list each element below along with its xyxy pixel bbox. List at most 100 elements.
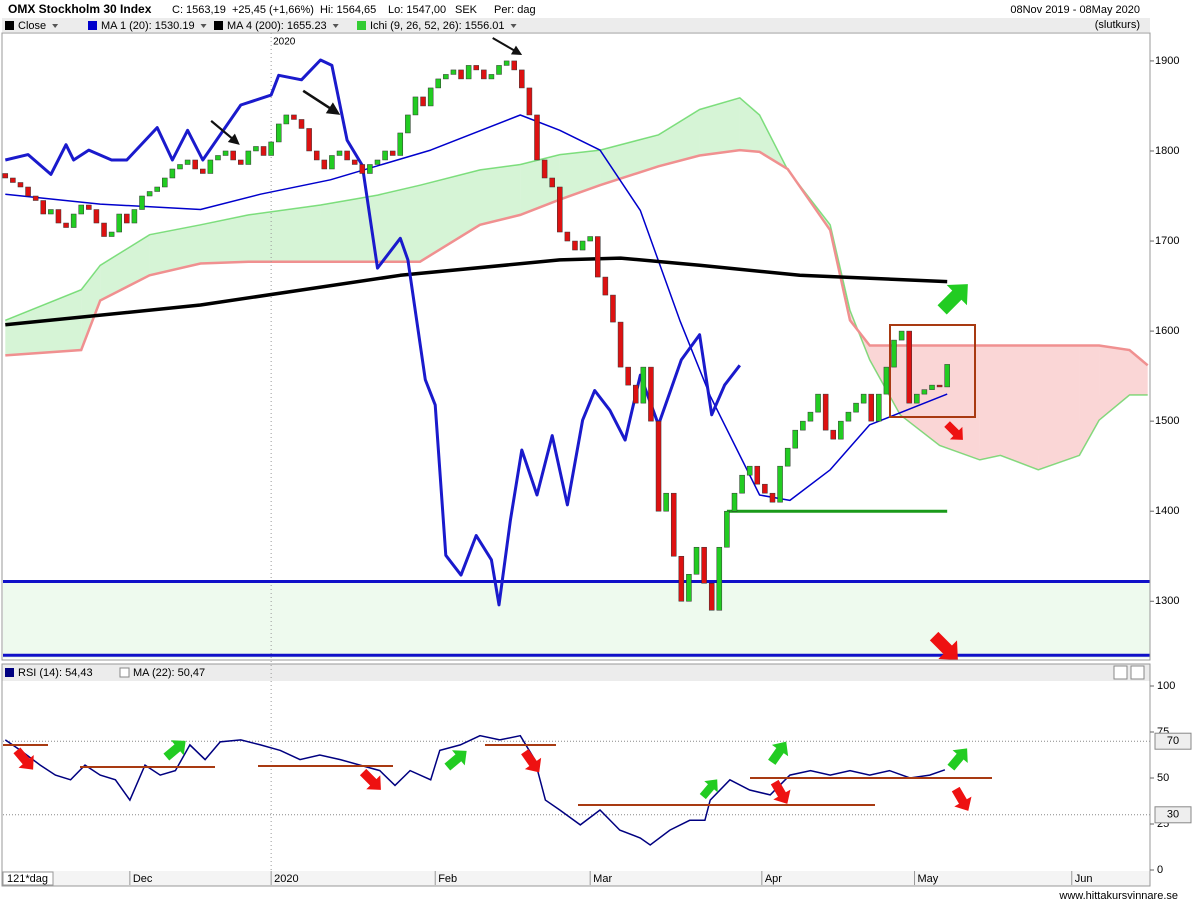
quote-field: +25,45 (+1,66%) (232, 4, 314, 16)
candle (131, 209, 138, 224)
legend-label: MA 1 (20): 1530.19 (101, 20, 195, 32)
down-arrow (929, 631, 958, 660)
candle (275, 123, 282, 143)
cloud-fill (81, 265, 101, 351)
candle (435, 78, 442, 89)
candle (458, 69, 464, 80)
y-tick-label: 1500 (1155, 415, 1179, 427)
y-tick-label: 1800 (1155, 145, 1179, 157)
x-tick-label: Dec (133, 873, 153, 885)
candle (268, 141, 274, 156)
candle (557, 186, 563, 233)
line-series (4, 58, 741, 607)
level-box (1154, 806, 1192, 824)
candle (891, 339, 897, 368)
legend-dropdown (332, 24, 339, 28)
candle (853, 402, 859, 413)
candle (640, 366, 647, 404)
tool-icon[interactable] (1113, 665, 1128, 680)
candle (541, 159, 548, 179)
x-tick-label: Mar (593, 873, 612, 885)
candle (427, 87, 434, 107)
rsi-line (4, 734, 946, 846)
cloud-fill (248, 205, 321, 262)
candle (313, 150, 320, 161)
candle (595, 236, 601, 278)
legend-label: Ichi (9, 26, 52, 26): 1556.01 (370, 20, 505, 32)
candle (754, 465, 761, 485)
x-tick-label: May (918, 873, 939, 885)
candle (519, 69, 525, 89)
candle (169, 168, 176, 179)
down-arrow (13, 747, 34, 770)
candle (663, 492, 669, 512)
candle (124, 213, 130, 224)
candle (420, 96, 426, 107)
cloud-fill (699, 97, 740, 156)
candle (511, 60, 517, 71)
candle (587, 236, 593, 242)
candle (716, 546, 723, 611)
candle (40, 200, 47, 215)
candle (329, 155, 335, 170)
x-tick-label: Jun (1075, 873, 1093, 885)
up-arrow (444, 750, 467, 771)
candle (503, 60, 510, 66)
candle (10, 177, 16, 183)
candle (481, 69, 487, 80)
candle (898, 330, 905, 341)
candle (769, 492, 776, 503)
price-basis: (slutkurs) (1095, 19, 1140, 31)
up-arrow (937, 284, 968, 315)
candle (192, 159, 198, 170)
candle (929, 384, 935, 390)
candle (465, 65, 472, 80)
y-tick-label: 1300 (1155, 595, 1179, 607)
quote-field: C: 1563,19 (172, 4, 226, 16)
cloud-fill (1099, 345, 1130, 421)
candle (63, 222, 69, 228)
candle (222, 150, 229, 156)
candle (777, 465, 783, 503)
x-tick-label: Feb (438, 873, 457, 885)
y-tick-label: 50 (1157, 772, 1169, 784)
candle (443, 74, 449, 80)
cloud-fill (377, 185, 421, 262)
candle (78, 204, 84, 215)
candle (397, 132, 404, 156)
cloud-fill (1038, 345, 1080, 470)
candle (830, 429, 836, 440)
cloud-span-b (5, 148, 1149, 367)
y-tick-label: 1900 (1155, 55, 1179, 67)
y-tick-label: 0 (1157, 864, 1163, 876)
up-arrow (163, 740, 186, 761)
legend-label: MA 4 (200): 1655.23 (227, 20, 327, 32)
x-tick-label: Apr (765, 873, 782, 885)
down-arrow (770, 779, 791, 804)
candle (253, 146, 259, 152)
candle (625, 366, 631, 386)
candle (731, 492, 738, 512)
candle (739, 474, 745, 494)
cloud-fill (420, 169, 481, 262)
candle (184, 159, 191, 165)
candle (306, 128, 312, 152)
candle (93, 209, 100, 224)
candle (655, 420, 662, 512)
pointer-arrow (210, 120, 240, 145)
candle (473, 65, 479, 71)
y-tick-label: 100 (1157, 680, 1175, 692)
candle (762, 483, 768, 494)
tool-icon[interactable] (1130, 665, 1145, 680)
cloud-fill (939, 345, 980, 460)
candle (921, 389, 928, 395)
candle (632, 384, 639, 404)
cloud-fill (520, 154, 560, 215)
candle (708, 583, 715, 611)
y-tick-label: 1600 (1155, 325, 1179, 337)
candle (359, 164, 366, 174)
cloud-fill (1129, 350, 1148, 396)
quote-field: Hi: 1564,65 (320, 4, 376, 16)
candle (86, 204, 92, 210)
legend-label: RSI (14): 54,43 (18, 667, 93, 679)
